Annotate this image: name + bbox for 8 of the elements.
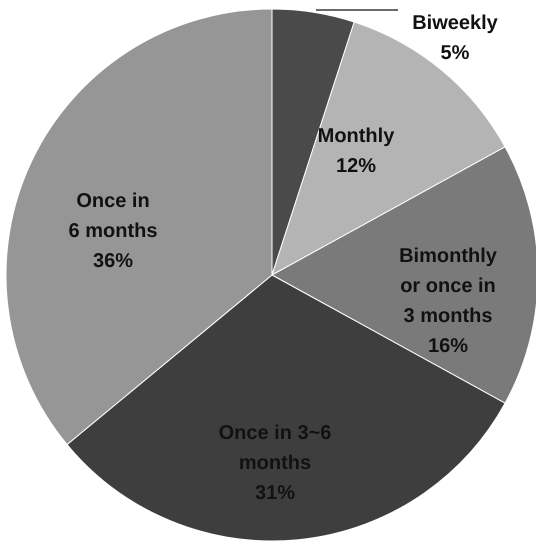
data-label: 12% — [336, 155, 376, 177]
data-label: 5% — [440, 42, 470, 64]
data-label: 36% — [92, 250, 134, 272]
data-label: 16% — [428, 335, 468, 357]
slice-label: Once in 6 months — [68, 190, 158, 242]
slice-label: Biweekly — [412, 12, 499, 34]
slice-label: Monthly — [318, 125, 396, 147]
slice-label: Bimonthly or once in 3 months — [399, 245, 498, 327]
